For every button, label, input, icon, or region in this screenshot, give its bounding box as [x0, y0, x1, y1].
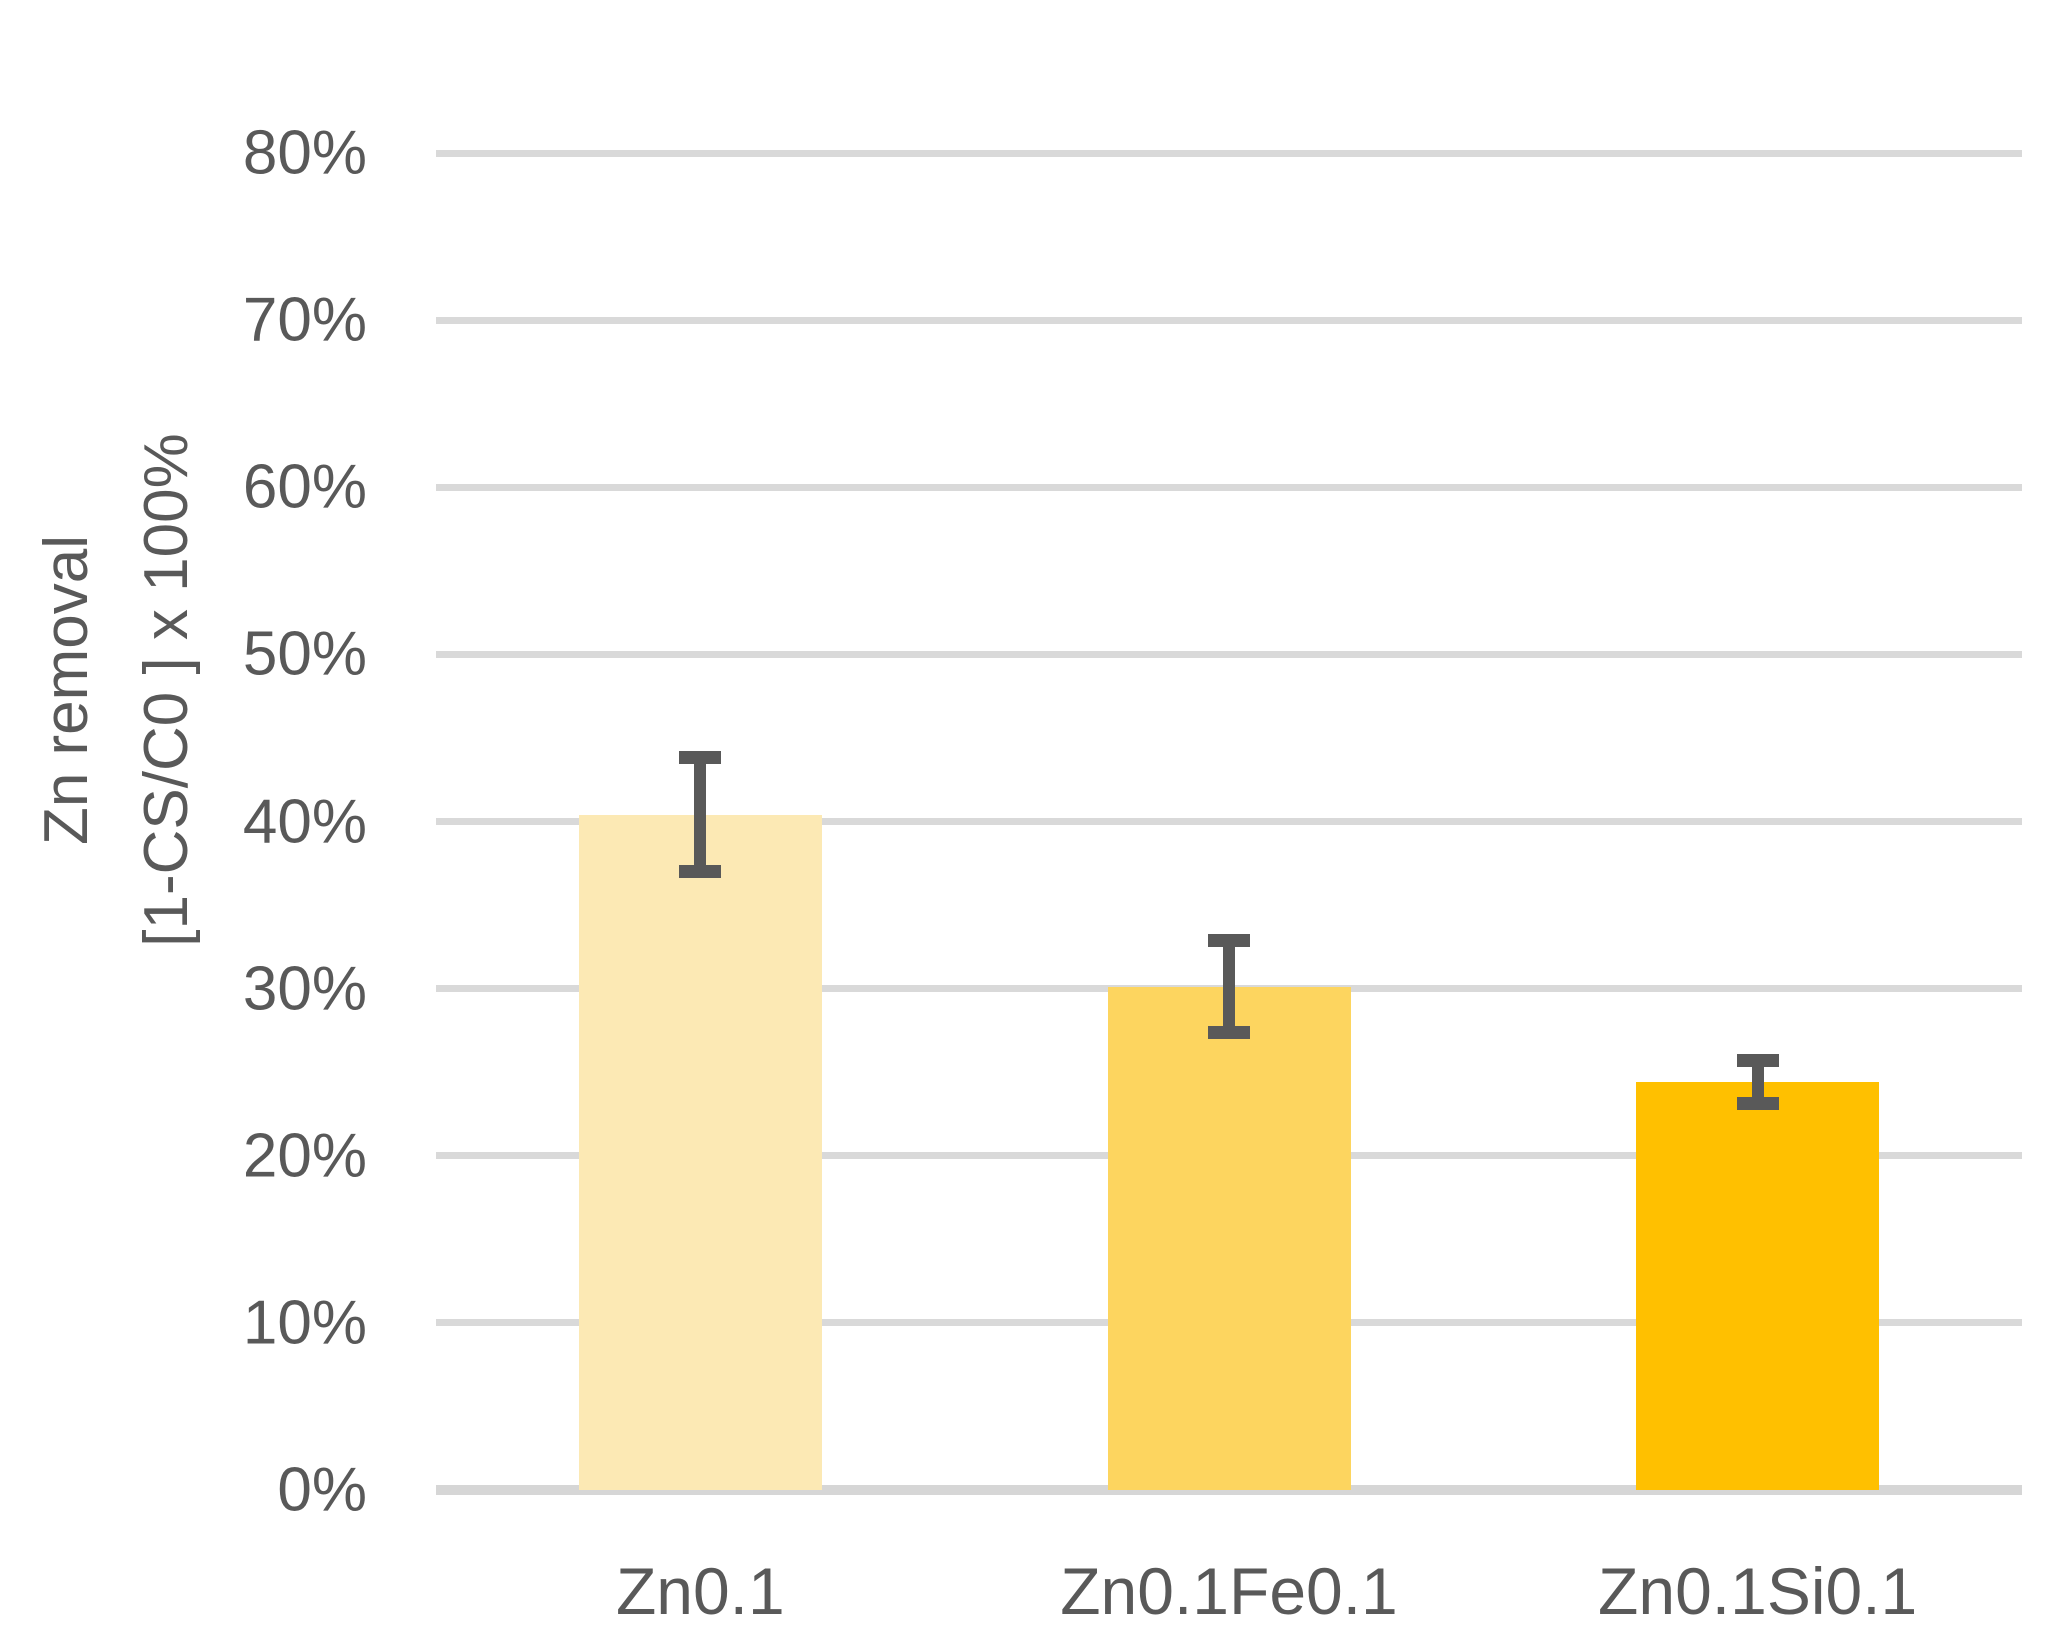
plot-area [436, 149, 2022, 1495]
error-bar [1751, 1060, 1764, 1104]
error-bar-bottom-cap [1736, 1097, 1779, 1111]
error-bar [694, 757, 707, 872]
error-bar-bottom-cap [679, 865, 722, 879]
y-tick-label: 0% [277, 1455, 367, 1525]
y-tick-label: 20% [242, 1121, 367, 1191]
bar-Zn0.1Fe0.1 [1107, 986, 1351, 1490]
bar-Zn0.1 [578, 814, 822, 1490]
y-tick-label: 60% [242, 452, 367, 522]
y-tick-label: 10% [242, 1288, 367, 1358]
bar-Zn0.1Si0.1 [1636, 1082, 1880, 1490]
error-bar-top-cap [1736, 1053, 1779, 1067]
gridline [436, 316, 2022, 324]
y-tick-label: 70% [242, 285, 367, 355]
y-tick-label: 80% [242, 118, 367, 188]
gridline [436, 483, 2022, 491]
x-category-label: Zn0.1Si0.1 [1598, 1554, 1918, 1628]
gridline [436, 650, 2022, 658]
gridline [436, 818, 2022, 825]
y-tick-label: 40% [242, 787, 367, 856]
x-axis-line [436, 1485, 2022, 1495]
error-bar [1223, 940, 1235, 1033]
y-tick-label: 50% [242, 619, 367, 689]
gridline [436, 149, 2022, 157]
x-category-label: Zn0.1 [615, 1554, 785, 1628]
y-tick-label: 30% [242, 954, 367, 1024]
error-bar-top-cap [1208, 934, 1250, 948]
error-bar-top-cap [679, 751, 722, 765]
x-category-label: Zn0.1Fe0.1 [1060, 1554, 1398, 1628]
error-bar-bottom-cap [1208, 1026, 1250, 1040]
